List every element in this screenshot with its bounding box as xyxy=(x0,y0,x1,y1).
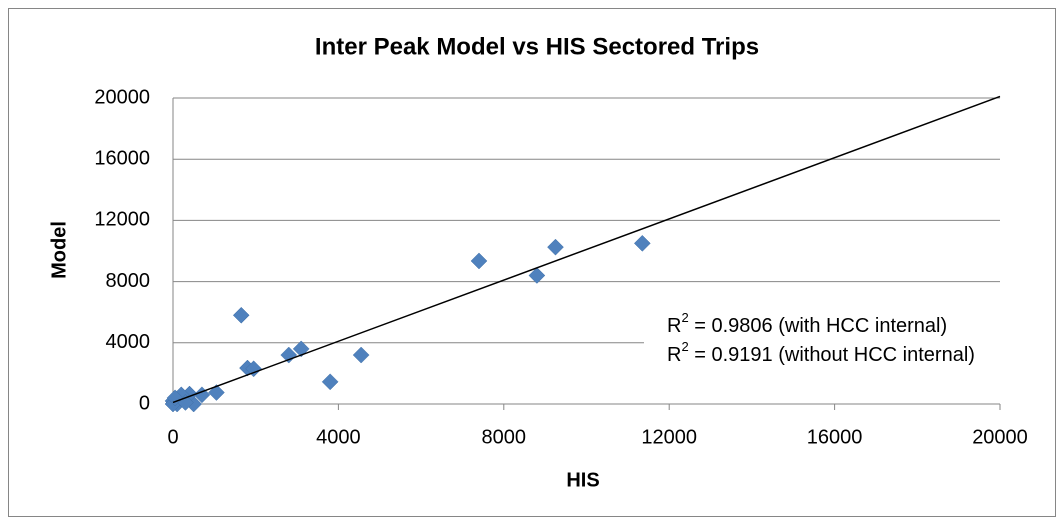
data-point xyxy=(321,373,339,391)
chart-title: Inter Peak Model vs HIS Sectored Trips xyxy=(315,33,759,60)
data-point xyxy=(352,346,370,364)
y-axis-title: Model xyxy=(48,221,70,279)
y-tick-label: 16000 xyxy=(94,147,150,169)
annotation-sup: 2 xyxy=(681,310,688,325)
x-tick-label: 20000 xyxy=(972,426,1028,448)
annotation-base: R xyxy=(667,344,681,366)
data-point xyxy=(547,238,564,256)
y-tick-label: 4000 xyxy=(106,331,151,353)
annotation-text: = 0.9191 (without HCC internal) xyxy=(689,344,975,366)
data-point xyxy=(208,384,225,401)
data-point xyxy=(280,346,298,364)
y-tick-label: 0 xyxy=(139,392,150,414)
annotation-box xyxy=(644,305,1000,385)
y-tick-label: 12000 xyxy=(94,209,150,231)
x-tick-label: 8000 xyxy=(482,426,527,448)
x-axis-title: HIS xyxy=(566,469,599,491)
chart-border xyxy=(8,8,1056,517)
data-point xyxy=(470,252,488,270)
data-point xyxy=(633,234,651,252)
data-point xyxy=(245,360,262,378)
x-tick-label: 16000 xyxy=(807,426,863,448)
annotation-sup: 2 xyxy=(681,339,688,354)
data-point xyxy=(528,267,546,284)
annotation: R2 = 0.9806 (with HCC internal) xyxy=(667,310,947,337)
data-point xyxy=(232,306,250,324)
x-tick-label: 4000 xyxy=(316,426,361,448)
x-tick-label: 12000 xyxy=(641,426,697,448)
x-tick-label: 0 xyxy=(167,426,178,448)
annotation: R2 = 0.9191 (without HCC internal) xyxy=(667,339,975,366)
data-point xyxy=(166,389,184,407)
y-tick-label: 20000 xyxy=(94,86,150,108)
y-tick-label: 8000 xyxy=(106,270,151,292)
annotation-base: R xyxy=(667,315,681,337)
trendline xyxy=(172,95,1001,404)
annotation-text: = 0.9806 (with HCC internal) xyxy=(689,315,947,337)
